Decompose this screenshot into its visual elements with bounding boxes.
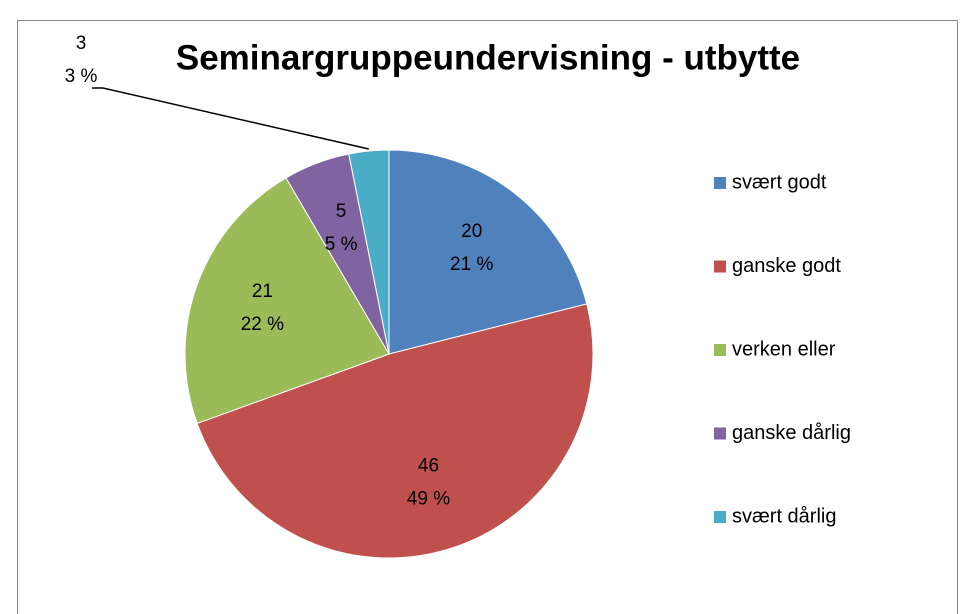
data-label: 20 <box>461 221 482 242</box>
legend-label: ganske dårlig <box>732 422 851 444</box>
pie-slice <box>196 303 594 559</box>
data-label: 21 <box>252 281 273 302</box>
legend-swatch <box>714 260 726 273</box>
legend-label: svært dårlig <box>732 505 836 527</box>
percent-label: 21 % <box>450 254 493 275</box>
data-label: 46 <box>418 456 439 477</box>
legend-swatch <box>714 427 726 440</box>
pie-slice <box>388 149 588 355</box>
legend-swatch <box>714 177 726 189</box>
pie-slice <box>348 149 390 355</box>
legend-label: verken eller <box>732 338 836 360</box>
legend-label: ganske godt <box>732 255 841 277</box>
percent-label: 3 % <box>65 66 98 87</box>
data-label: 5 <box>336 201 347 222</box>
legend-swatch <box>714 511 726 523</box>
legend-swatch <box>714 344 726 356</box>
data-label: 3 <box>76 33 87 54</box>
legend-label: svært godt <box>732 171 827 193</box>
percent-label: 49 % <box>407 489 450 510</box>
percent-label: 22 % <box>241 314 284 335</box>
chart-title: Seminargruppeundervisning - utbytte <box>176 38 800 77</box>
leader-line <box>92 87 369 150</box>
pie-slice <box>184 177 390 425</box>
percent-label: 5 % <box>325 234 358 255</box>
